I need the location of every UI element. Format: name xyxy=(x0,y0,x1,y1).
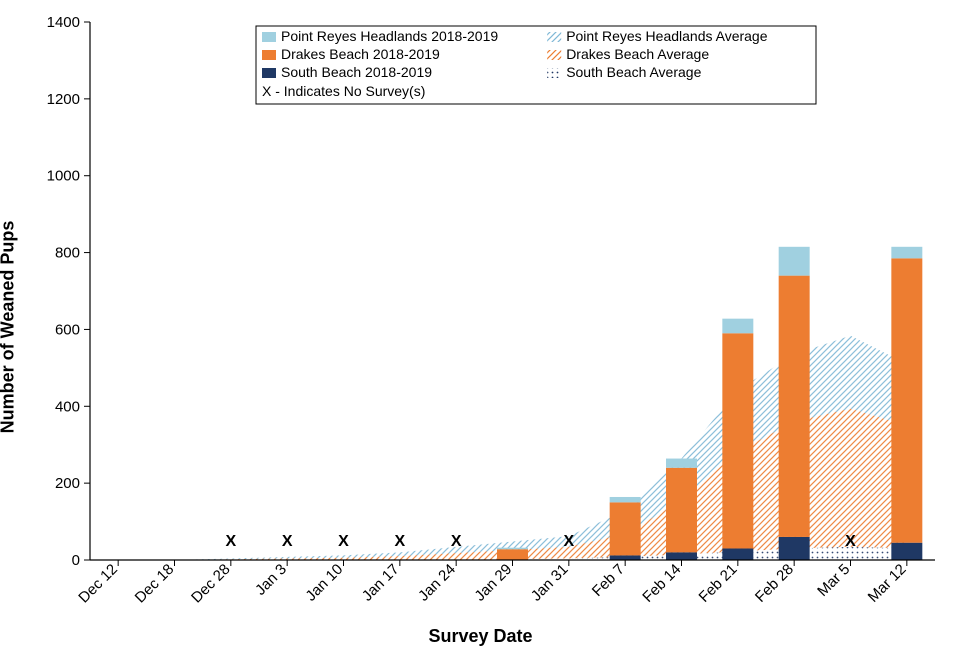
bar-segment xyxy=(666,468,697,553)
no-survey-x: X xyxy=(225,533,236,550)
bar-segment xyxy=(610,555,641,560)
no-survey-x: X xyxy=(451,533,462,550)
bar-segment xyxy=(666,459,697,468)
bar-segment xyxy=(722,333,753,548)
chart-svg: XXXXXXX0200400600800100012001400Dec 12De… xyxy=(0,0,961,653)
bar-segment xyxy=(722,319,753,334)
y-tick-label: 1000 xyxy=(47,168,80,185)
legend-swatch xyxy=(262,32,276,42)
x-tick-label: Feb 28 xyxy=(752,561,797,606)
bar-segment xyxy=(497,549,528,560)
x-axis-title: Survey Date xyxy=(428,626,532,647)
bar-segment xyxy=(779,276,810,537)
bar-segment xyxy=(779,247,810,276)
no-survey-x: X xyxy=(394,533,405,550)
legend-label: Point Reyes Headlands 2018-2019 xyxy=(281,28,498,44)
x-tick-label: Mar 12 xyxy=(865,561,910,606)
legend: Point Reyes Headlands 2018-2019 Point Rey… xyxy=(256,26,816,104)
legend-swatch xyxy=(547,32,561,42)
y-tick-label: 1400 xyxy=(47,14,80,31)
y-tick-label: 800 xyxy=(55,245,80,262)
x-tick-label: Dec 18 xyxy=(132,561,178,607)
x-tick-label: Jan 10 xyxy=(302,561,346,605)
legend-swatch xyxy=(547,68,561,78)
y-tick-label: 600 xyxy=(55,321,80,338)
x-tick-label: Feb 14 xyxy=(639,561,684,606)
x-tick-label: Dec 12 xyxy=(75,561,121,607)
chart-container: Number of Weaned Pups Survey Date X X X X X X… xyxy=(0,0,961,653)
legend-label: Drakes Beach 2018-2019 xyxy=(281,46,440,62)
legend-swatch xyxy=(547,50,561,60)
x-tick-label: Feb 21 xyxy=(696,561,741,606)
no-survey-x: X xyxy=(563,533,574,550)
x-tick-label: Mar 5 xyxy=(814,561,853,600)
bar-segment xyxy=(891,258,922,542)
no-survey-x: X xyxy=(338,533,349,550)
legend-note: X - Indicates No Survey(s) xyxy=(262,83,425,99)
legend-label: South Beach 2018-2019 xyxy=(281,64,432,80)
no-survey-x: X xyxy=(845,533,856,550)
bar-segment xyxy=(779,537,810,560)
y-tick-label: 200 xyxy=(55,475,80,492)
no-survey-x: X xyxy=(282,533,293,550)
legend-label: Drakes Beach Average xyxy=(566,46,709,62)
legend-label: South Beach Average xyxy=(566,64,701,80)
legend-swatch xyxy=(262,68,276,78)
x-tick-label: Jan 24 xyxy=(415,561,459,605)
bar-segment xyxy=(497,548,528,550)
y-tick-label: 400 xyxy=(55,398,80,415)
legend-swatch xyxy=(262,50,276,60)
bar-segment xyxy=(610,502,641,555)
x-tick-label: Jan 3 xyxy=(252,561,290,599)
x-tick-label: Jan 17 xyxy=(359,561,403,605)
x-tick-label: Jan 29 xyxy=(471,561,515,605)
bar-segment xyxy=(891,543,922,560)
bar-segment xyxy=(610,497,641,502)
x-tick-label: Feb 7 xyxy=(589,561,628,600)
bar-segment xyxy=(666,552,697,560)
x-tick-label: Jan 31 xyxy=(528,561,572,605)
y-tick-label: 1200 xyxy=(47,91,80,108)
bar-segment xyxy=(891,247,922,259)
bar-segment xyxy=(722,548,753,560)
y-tick-label: 0 xyxy=(72,552,80,569)
x-tick-label: Dec 28 xyxy=(188,561,234,607)
y-axis-title: Number of Weaned Pups xyxy=(0,220,19,433)
legend-label: Point Reyes Headlands Average xyxy=(566,28,768,44)
